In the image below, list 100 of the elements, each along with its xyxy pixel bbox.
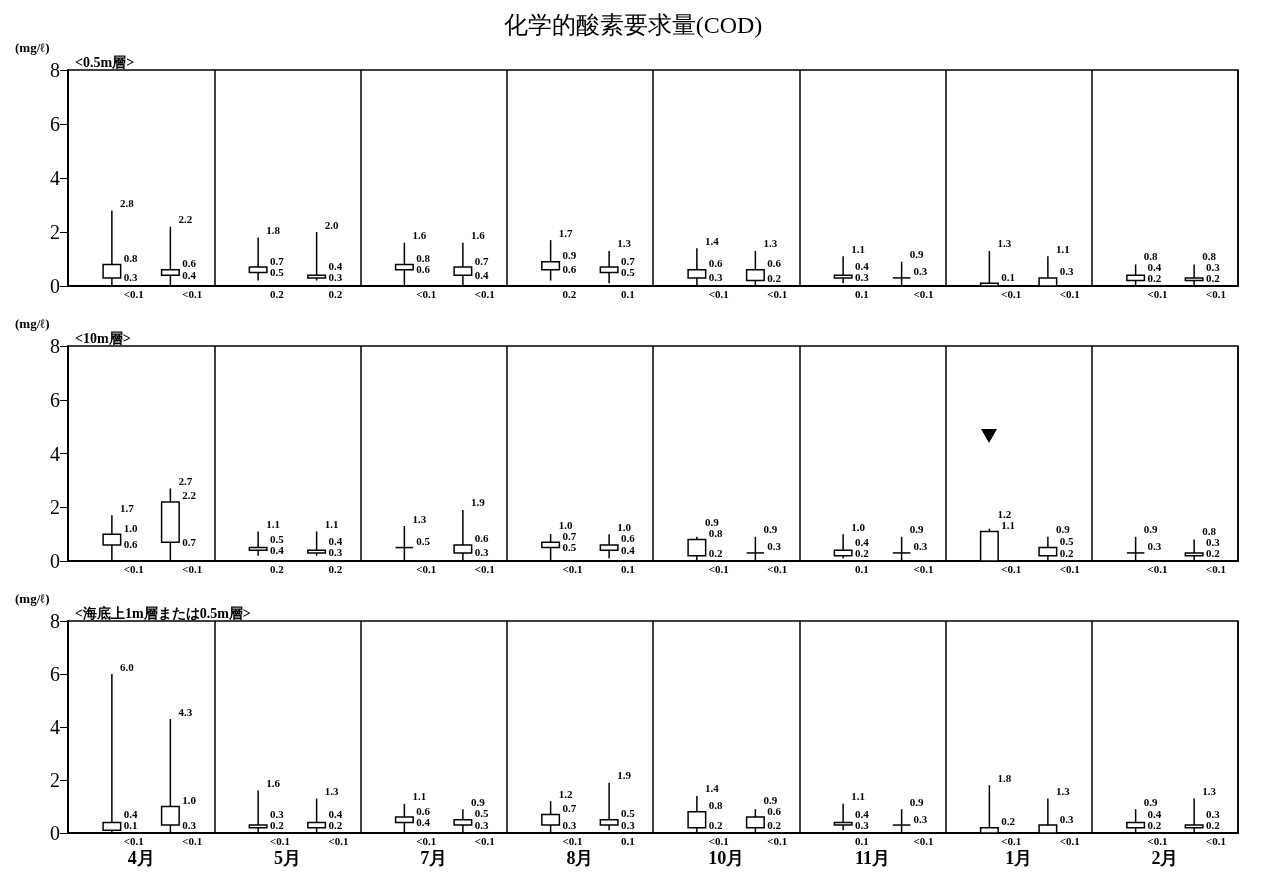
text: 0.1 [1001,270,1015,283]
text: 0.5 [269,266,284,278]
text: 0.1 [620,287,635,300]
text: <0.1 [182,287,203,300]
chart-subtitle: <10m層> [75,330,131,346]
y-tick-label: 0 [50,822,60,844]
y-tick-label: 2 [50,496,60,519]
text: <0.1 [913,834,934,847]
text: 0.6 [767,257,781,270]
text: 0.5 [620,807,635,820]
text: 0.4 [328,260,343,273]
text: <0.1 [416,287,437,300]
text: <0.1 [1147,834,1168,847]
y-tick-label: 6 [50,388,60,411]
text: 0.1 [854,287,869,300]
y-tick-label: 6 [50,663,60,685]
y-axis-title: (mg/ℓ) [15,591,50,606]
text: 0.4 [1147,260,1162,273]
text: 0.3 [269,807,284,820]
text: <0.1 [182,562,203,575]
text: 0.2 [269,818,284,831]
text: 0.1 [620,562,635,575]
text: <0.1 [1001,834,1022,847]
chart-title: 化学的酸素要求量(COD) [503,12,763,38]
text: 0.2 [708,818,723,831]
text: 0.8 [1202,249,1216,262]
text: <0.1 [474,562,495,575]
text: <0.1 [1205,834,1226,847]
text: <0.1 [416,834,437,847]
text: 0.3 [1205,807,1220,820]
text: 0.3 [1059,812,1074,825]
text: 1.2 [558,787,573,800]
text: <0.1 [182,834,203,847]
text: 2.0 [324,218,339,231]
text: 1.3 [412,512,427,525]
text: 0.6 [620,532,635,545]
text: 0.3 [913,540,928,553]
text: 1.9 [617,769,631,782]
text: <0.1 [767,287,788,300]
y-tick-label: 8 [50,59,60,81]
x-tick-label: 5月 [273,848,301,868]
text: 0.3 [854,818,869,831]
text: 1.1 [324,517,339,530]
text: 1.3 [324,785,339,798]
text: 0.5 [562,541,577,554]
y-axis-title: (mg/ℓ) [15,40,50,55]
text: 0.9 [1055,523,1070,536]
text: 0.2 [328,562,343,575]
text: 0.8 [1143,249,1158,262]
chart-subtitle: <海底上1m層または0.5m層> [75,604,251,621]
text: 0.3 [620,818,635,831]
text: 0.2 [708,546,723,559]
text: 1.7 [119,501,134,514]
text: 0.3 [474,818,489,831]
text: 0.4 [123,807,138,820]
text: 0.1 [620,834,635,847]
text: 0.4 [182,268,196,281]
text: 0.6 [708,257,723,270]
text: 1.6 [412,229,427,242]
text: 0.6 [562,263,577,276]
text: 0.2 [767,271,781,284]
text: 0.3 [1205,535,1220,548]
text: <0.1 [123,562,144,575]
text: 0.8 [416,251,430,264]
text: 0.4 [1147,807,1162,820]
text: <0.1 [416,562,437,575]
text: 1.1 [851,242,865,255]
text: 4.3 [178,705,193,718]
text: 0.3 [474,546,489,559]
text: 1.8 [997,771,1012,784]
text: 0.9 [763,523,778,536]
text: 0.4 [854,260,869,273]
text: <0.1 [123,287,144,300]
text: 0.9 [909,523,924,536]
text: 0.4 [416,815,430,828]
text: 0.7 [562,801,577,814]
text: 0.5 [620,266,635,278]
text: <0.1 [767,562,788,575]
text: 0.8 [1202,524,1216,537]
text: 1.3 [1055,785,1070,798]
text: <0.1 [767,834,788,847]
text: 0.4 [328,535,343,548]
y-tick-label: 2 [50,769,60,791]
text: 1.3 [997,237,1012,250]
text: 0.3 [913,812,928,825]
text: 1.4 [704,234,719,247]
text: 1.3 [617,237,631,250]
text: <0.1 [1147,287,1168,300]
text: 0.3 [854,271,869,284]
text: <0.1 [913,287,934,300]
text: 0.3 [328,271,343,284]
text: <0.1 [1059,562,1080,575]
text: 0.6 [182,257,196,270]
text: 0.6 [767,804,781,817]
x-tick-label: 11月 [854,848,890,868]
text: 0.9 [763,793,778,806]
text: 0.6 [474,532,489,545]
text: 1.0 [851,520,865,533]
text: 0.3 [913,265,928,278]
text: 0.9 [704,516,719,528]
